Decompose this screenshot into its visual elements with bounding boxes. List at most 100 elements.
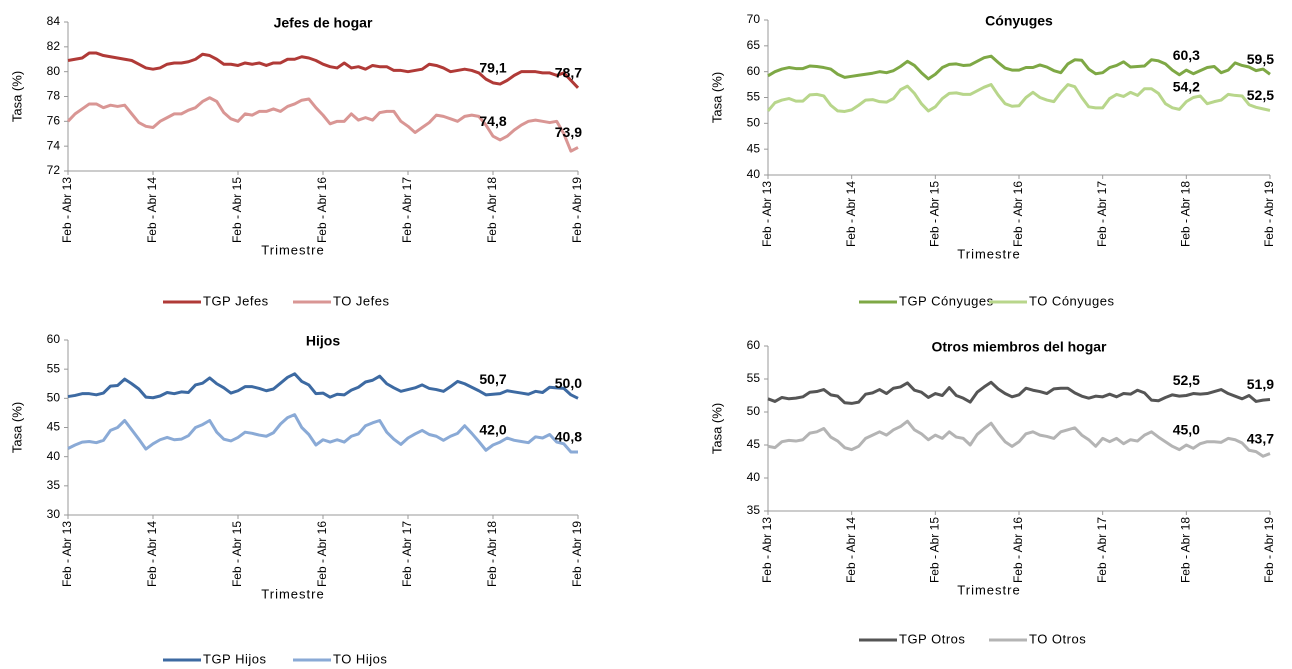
data-label: 51,9 bbox=[1247, 376, 1274, 392]
x-tick-label: Feb - Abr 18 bbox=[1179, 517, 1193, 583]
y-tick-label: 72 bbox=[47, 163, 61, 177]
x-tick-label: Feb - Abr 19 bbox=[1262, 181, 1276, 247]
x-tick-label: Feb - Abr 13 bbox=[760, 181, 774, 247]
legend-label: TO Hijos bbox=[333, 651, 387, 666]
y-tick-label: 40 bbox=[747, 167, 761, 181]
legend-label: TO Jefes bbox=[333, 293, 390, 308]
x-axis-label: Trimestre bbox=[261, 586, 324, 601]
y-axis-label: Tasa (%) bbox=[709, 403, 724, 454]
y-tick-label: 50 bbox=[747, 404, 761, 418]
y-tick-label: 60 bbox=[747, 338, 761, 352]
x-tick-label: Feb - Abr 16 bbox=[315, 177, 329, 243]
x-tick-label: Feb - Abr 13 bbox=[60, 177, 74, 243]
x-tick-label: Feb - Abr 13 bbox=[60, 521, 74, 587]
data-label: 45,0 bbox=[1173, 422, 1200, 438]
y-tick-label: 80 bbox=[47, 64, 61, 78]
legend-label: TGP Cónyuges bbox=[899, 293, 994, 308]
y-tick-label: 82 bbox=[47, 39, 61, 53]
x-tick-label: Feb - Abr 17 bbox=[1095, 517, 1109, 583]
x-tick-label: Feb - Abr 18 bbox=[485, 177, 499, 243]
x-tick-label: Feb - Abr 17 bbox=[400, 177, 414, 243]
y-axis-label: Tasa (%) bbox=[9, 402, 24, 453]
data-label: 73,9 bbox=[555, 124, 582, 140]
y-tick-label: 76 bbox=[47, 114, 61, 128]
data-label: 50,0 bbox=[555, 375, 582, 391]
data-label: 78,7 bbox=[555, 65, 582, 81]
x-tick-label: Feb - Abr 14 bbox=[145, 521, 159, 587]
series-line bbox=[767, 380, 1271, 405]
y-tick-label: 74 bbox=[47, 138, 61, 152]
chart: Jefes de hogar 72 74 76 78 80 82 84 Feb - Abr 13… bbox=[9, 14, 584, 308]
x-tick-label: Feb - Abr 17 bbox=[400, 521, 414, 587]
series-line bbox=[767, 54, 1271, 81]
y-tick-label: 84 bbox=[47, 14, 61, 28]
y-tick-label: 45 bbox=[47, 420, 61, 434]
data-label: 54,2 bbox=[1173, 78, 1200, 94]
data-label: 59,5 bbox=[1247, 51, 1274, 67]
y-tick-label: 60 bbox=[47, 332, 61, 346]
chart: Otros miembros del hogar 35 40 45 50 55 60 Feb … bbox=[709, 338, 1276, 646]
x-tick-label: Feb - Abr 15 bbox=[928, 181, 942, 247]
chart-title: Hijos bbox=[306, 333, 340, 349]
data-label: 79,1 bbox=[479, 60, 506, 76]
y-tick-label: 40 bbox=[747, 470, 761, 484]
data-label: 43,7 bbox=[1247, 430, 1274, 446]
y-tick-label: 30 bbox=[47, 507, 61, 521]
x-tick-label: Feb - Abr 14 bbox=[145, 177, 159, 243]
x-tick-label: Feb - Abr 16 bbox=[315, 521, 329, 587]
series-line bbox=[67, 372, 579, 400]
data-label: 74,8 bbox=[479, 113, 506, 129]
data-label: 52,5 bbox=[1173, 372, 1200, 388]
y-tick-label: 35 bbox=[747, 503, 761, 517]
legend-label: TGP Otros bbox=[899, 631, 965, 646]
y-tick-label: 50 bbox=[47, 391, 61, 405]
y-axis-label: Tasa (%) bbox=[709, 72, 724, 123]
series-line bbox=[767, 419, 1271, 458]
x-tick-label: Feb - Abr 19 bbox=[570, 521, 584, 587]
x-tick-label: Feb - Abr 15 bbox=[230, 521, 244, 587]
x-tick-label: Feb - Abr 15 bbox=[928, 517, 942, 583]
x-tick-label: Feb - Abr 16 bbox=[1011, 181, 1025, 247]
legend-label: TO Cónyuges bbox=[1029, 293, 1114, 308]
chart-title: Cónyuges bbox=[985, 13, 1053, 29]
chart-title: Otros miembros del hogar bbox=[931, 339, 1107, 355]
x-tick-label: Feb - Abr 19 bbox=[1262, 517, 1276, 583]
y-tick-label: 78 bbox=[47, 89, 61, 103]
y-tick-label: 70 bbox=[747, 12, 761, 26]
data-label: 52,5 bbox=[1247, 87, 1274, 103]
x-tick-label: Feb - Abr 19 bbox=[570, 177, 584, 243]
chart: Cónyuges 40 45 50 55 60 65 70 Feb - Abr 13 Feb - … bbox=[709, 12, 1276, 308]
series-line bbox=[67, 51, 580, 89]
y-tick-label: 55 bbox=[747, 90, 761, 104]
y-tick-label: 50 bbox=[747, 116, 761, 130]
y-tick-label: 55 bbox=[747, 371, 761, 385]
x-tick-label: Feb - Abr 13 bbox=[760, 517, 774, 583]
data-label: 40,8 bbox=[555, 429, 582, 445]
y-axis-label: Tasa (%) bbox=[9, 71, 24, 122]
data-label: 50,7 bbox=[479, 371, 506, 387]
chart: Hijos 30 35 40 45 50 55 60 Feb - Abr 13 Feb - Abr… bbox=[9, 332, 584, 666]
legend-label: TO Otros bbox=[1029, 631, 1086, 646]
y-tick-label: 45 bbox=[747, 437, 761, 451]
legend-label: TGP Jefes bbox=[203, 293, 269, 308]
series-line bbox=[67, 413, 578, 454]
x-tick-label: Feb - Abr 17 bbox=[1095, 181, 1109, 247]
x-tick-label: Feb - Abr 14 bbox=[844, 181, 858, 247]
x-axis-label: Trimestre bbox=[261, 242, 324, 257]
legend-label: TGP Hijos bbox=[203, 651, 267, 666]
x-tick-label: Feb - Abr 18 bbox=[485, 521, 499, 587]
y-tick-label: 45 bbox=[747, 141, 761, 155]
x-tick-label: Feb - Abr 16 bbox=[1011, 517, 1025, 583]
x-tick-label: Feb - Abr 14 bbox=[844, 517, 858, 583]
data-label: 42,0 bbox=[479, 422, 506, 438]
y-tick-label: 65 bbox=[747, 38, 761, 52]
y-tick-label: 40 bbox=[47, 449, 61, 463]
x-tick-label: Feb - Abr 18 bbox=[1179, 181, 1193, 247]
chart-title: Jefes de hogar bbox=[274, 15, 373, 31]
x-axis-label: Trimestre bbox=[957, 582, 1020, 597]
y-tick-label: 35 bbox=[47, 478, 61, 492]
data-label: 60,3 bbox=[1173, 47, 1200, 63]
y-tick-label: 55 bbox=[47, 361, 61, 375]
series-line bbox=[766, 83, 1271, 113]
